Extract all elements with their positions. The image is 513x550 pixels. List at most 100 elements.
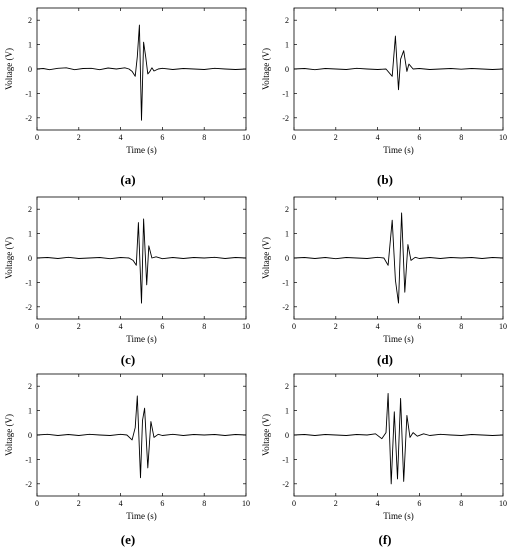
y-tick-label: -2 [282,303,289,312]
caption-c: (c) [120,352,136,367]
plot-frame [293,373,504,497]
y-tick-label: -1 [25,89,32,98]
x-tick-label: 6 [160,499,164,508]
x-tick-label: 10 [242,499,250,508]
x-tick-label: 8 [459,322,463,331]
panel-c: 0 2 4 6 8 10 -2 -1 0 1 2 Time (s) Voltage (V) (c) [0,189,256,372]
y-tick-label: 0 [28,254,32,263]
y-tick-label: -1 [282,455,289,464]
x-tick-label: 10 [242,322,250,331]
y-tick-label: 1 [285,407,289,416]
y-tick-label: -2 [282,114,289,123]
x-tick-label: 10 [242,133,250,142]
y-axis-title: Voltage (V) [261,48,271,90]
y-tick-label: 0 [28,65,32,74]
signal-line [36,395,247,479]
x-tick-label: 2 [334,322,338,331]
x-axis-title: Time (s) [126,334,156,344]
x-tick-label: 6 [417,322,421,331]
caption-f: (f) [378,532,392,547]
x-tick-label: 10 [499,322,507,331]
y-axis-title: Voltage (V) [261,237,271,279]
plot-c: 0 2 4 6 8 10 -2 -1 0 1 2 Time (s) Voltage (V) [4,196,250,344]
y-tick-label: -2 [25,303,32,312]
x-axis-title: Time (s) [383,334,413,344]
x-axis-title: Time (s) [383,511,413,521]
y-tick-label: -1 [25,455,32,464]
panel-d: 0 2 4 6 8 10 -2 -1 0 1 2 Time (s) Voltage (V) (d) [257,189,513,372]
y-axis-title: Voltage (V) [261,414,271,456]
x-tick-label: 0 [292,322,296,331]
x-tick-label: 4 [119,499,123,508]
x-tick-label: 2 [77,133,81,142]
x-tick-label: 6 [417,499,421,508]
panel-a: 0 2 4 6 8 10 -2 -1 0 1 2 Time (s) Voltage (V) (a) [0,0,256,187]
x-tick-label: 10 [499,499,507,508]
plot-a: 0 2 4 6 8 10 -2 -1 0 1 2 Time (s) Voltage (V) [4,7,250,155]
y-tick-label: 2 [28,205,32,214]
y-tick-label: 0 [285,254,289,263]
y-axis-title: Voltage (V) [4,414,14,456]
x-tick-label: 2 [77,322,81,331]
plot-frame [293,7,504,131]
plot-d: 0 2 4 6 8 10 -2 -1 0 1 2 Time (s) Voltage (V) [261,196,507,344]
x-tick-label: 6 [160,322,164,331]
plot-frame [36,373,247,497]
x-tick-label: 6 [417,133,421,142]
caption-a: (a) [120,172,136,187]
y-tick-label: 2 [285,205,289,214]
x-tick-label: 0 [292,499,296,508]
x-tick-label: 2 [334,499,338,508]
x-tick-label: 6 [160,133,164,142]
plot-b: 0 2 4 6 8 10 -2 -1 0 1 2 Time (s) Voltage (V) [261,7,507,155]
panel-e: 0 2 4 6 8 10 -2 -1 0 1 2 Time (s) Voltage (V) (e) [0,366,256,549]
y-tick-label: 1 [285,230,289,239]
y-tick-label: 2 [28,382,32,391]
x-tick-label: 0 [35,499,39,508]
y-axis-title: Voltage (V) [4,237,14,279]
panel-f: 0 2 4 6 8 10 -2 -1 0 1 2 Time (s) Voltage (V) (f) [257,366,513,549]
y-tick-label: 1 [28,41,32,50]
signal-line [36,24,247,121]
x-tick-label: 4 [119,133,123,142]
x-tick-label: 4 [376,499,380,508]
x-tick-label: 0 [35,322,39,331]
plot-f: 0 2 4 6 8 10 -2 -1 0 1 2 Time (s) Voltage (V) [261,373,507,521]
signal-line [293,212,504,304]
y-tick-label: 0 [285,431,289,440]
y-tick-label: -1 [25,278,32,287]
y-tick-label: 0 [28,431,32,440]
x-tick-label: 8 [459,133,463,142]
x-tick-label: 4 [376,133,380,142]
x-tick-label: 4 [376,322,380,331]
x-axis-title: Time (s) [383,145,413,155]
y-tick-label: -2 [25,480,32,489]
x-tick-label: 8 [459,499,463,508]
signal-line [293,393,504,485]
panel-b: 0 2 4 6 8 10 -2 -1 0 1 2 Time (s) Voltage (V) (b) [257,0,513,187]
x-tick-label: 0 [292,133,296,142]
y-tick-label: -2 [282,480,289,489]
x-tick-label: 8 [202,133,206,142]
x-axis-title: Time (s) [126,511,156,521]
y-tick-label: 1 [28,230,32,239]
caption-d: (d) [377,352,393,367]
y-tick-label: -1 [282,89,289,98]
x-tick-label: 0 [35,133,39,142]
signal-line [293,35,504,91]
y-tick-label: 2 [28,16,32,25]
signal-line [36,218,247,304]
y-tick-label: 2 [285,16,289,25]
x-tick-label: 10 [499,133,507,142]
caption-e: (e) [120,532,136,547]
y-tick-label: 1 [285,41,289,50]
x-tick-label: 8 [202,499,206,508]
x-tick-label: 4 [119,322,123,331]
x-tick-label: 8 [202,322,206,331]
plot-e: 0 2 4 6 8 10 -2 -1 0 1 2 Time (s) Voltage (V) [4,373,250,521]
y-tick-label: -2 [25,114,32,123]
caption-b: (b) [377,172,393,187]
y-tick-label: -1 [282,278,289,287]
y-tick-label: 0 [285,65,289,74]
